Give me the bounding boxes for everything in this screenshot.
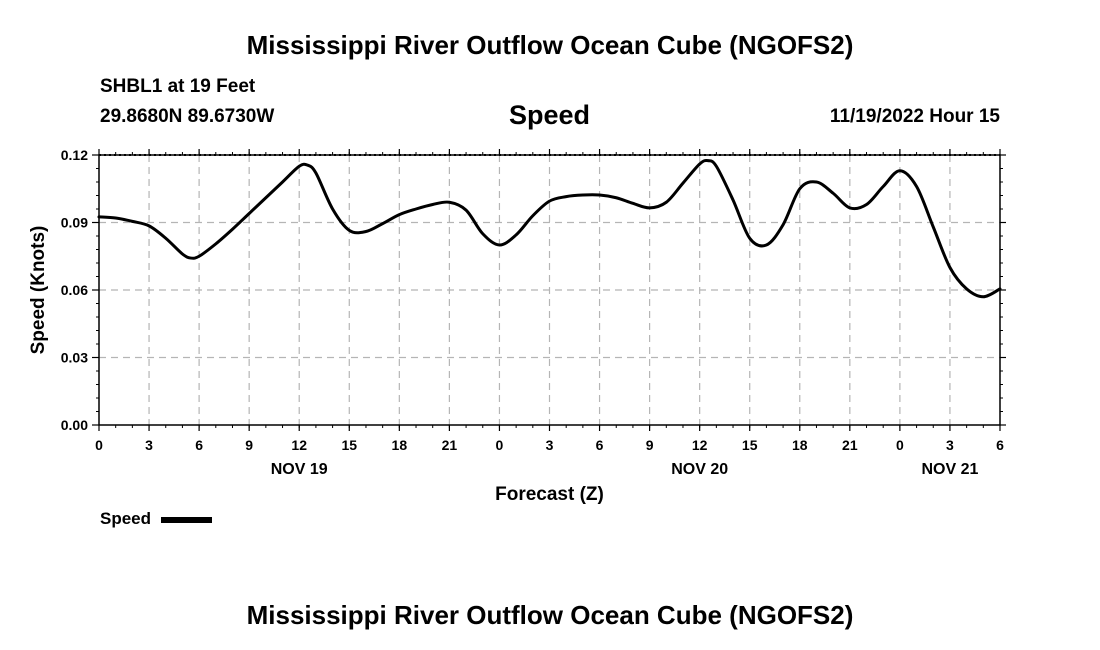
- y-tick-label: 0.09: [61, 215, 88, 231]
- station-label: SHBL1 at 19 Feet: [100, 76, 256, 97]
- coordinates-label: 29.8680N 89.6730W: [100, 106, 275, 127]
- x-tick-label: 3: [546, 437, 554, 453]
- day-label: NOV 19: [271, 461, 328, 478]
- y-axis-title: Speed (Knots): [28, 226, 49, 355]
- x-tick-label: 3: [946, 437, 954, 453]
- x-tick-label: 3: [145, 437, 153, 453]
- y-tick-label: 0.03: [61, 350, 88, 366]
- x-tick-label: 18: [392, 437, 408, 453]
- x-tick-label: 21: [842, 437, 858, 453]
- day-label: NOV 21: [921, 461, 978, 478]
- x-tick-label: 6: [996, 437, 1004, 453]
- y-tick-label: 0.06: [61, 282, 88, 298]
- x-tick-label: 0: [896, 437, 904, 453]
- day-label: NOV 20: [671, 461, 728, 478]
- x-tick-label: 6: [596, 437, 604, 453]
- x-tick-label: 21: [442, 437, 458, 453]
- x-tick-label: 12: [692, 437, 708, 453]
- datetime-label: 11/19/2022 Hour 15: [829, 106, 1000, 127]
- x-tick-label: 0: [496, 437, 504, 453]
- y-tick-label: 0.12: [61, 147, 88, 163]
- chart-title-top: Mississippi River Outflow Ocean Cube (NG…: [246, 30, 854, 60]
- x-tick-label: 6: [195, 437, 203, 453]
- speed-chart: 0.00 0.03 0.06 0.09 0.12 0 3 6 9 12 15 18 21 0 3 6 9 12 15…: [28, 147, 1006, 505]
- y-tick-label: 0.00: [61, 417, 88, 433]
- variable-title: Speed: [509, 100, 591, 130]
- x-tick-label: 0: [95, 437, 103, 453]
- label-layer: 0.00 0.03 0.06 0.09 0.12 0 3 6 9 12 15 18 21 0 3 6 9 12 15…: [28, 147, 1004, 505]
- legend-label: Speed: [100, 509, 152, 528]
- x-tick-label: 9: [646, 437, 654, 453]
- series-line-speed: [97, 158, 1002, 299]
- line-layer: [97, 158, 1002, 299]
- legend-line-swatch: [161, 517, 212, 523]
- x-tick-label: 18: [792, 437, 808, 453]
- grid-layer: [99, 155, 1000, 425]
- x-tick-label: 15: [341, 437, 357, 453]
- x-tick-label: 9: [245, 437, 253, 453]
- x-tick-label: 12: [291, 437, 307, 453]
- x-axis-title: Forecast (Z): [495, 484, 604, 505]
- chart-title-bottom: Mississippi River Outflow Ocean Cube (NG…: [246, 600, 854, 630]
- x-tick-label: 15: [742, 437, 758, 453]
